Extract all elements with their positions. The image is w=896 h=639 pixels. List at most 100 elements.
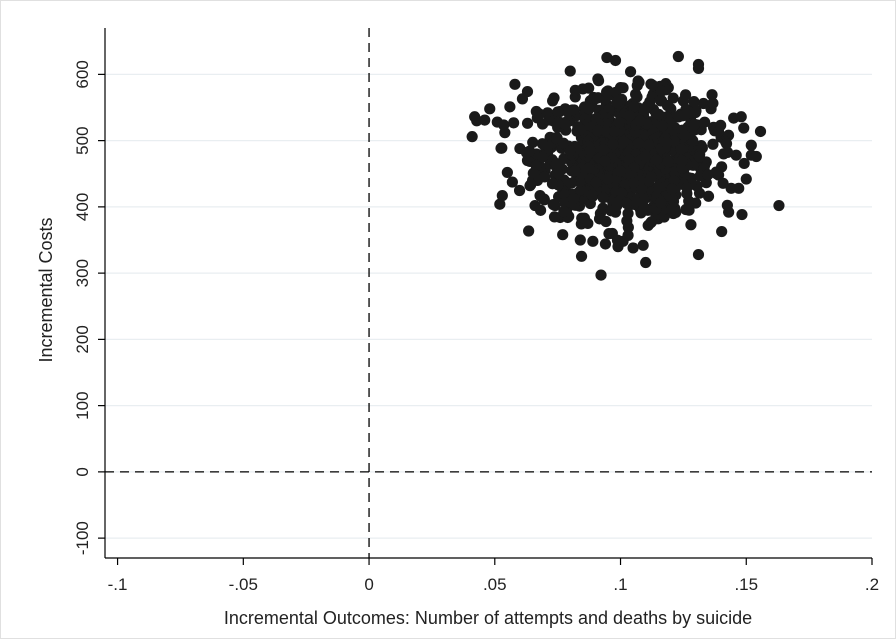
scatter-point	[721, 146, 734, 158]
scatter-point	[685, 219, 697, 231]
scatter-point	[622, 229, 634, 241]
x-ticks: -.1 -.05 0 .05 .1 .15 .2	[108, 558, 879, 594]
scatter-point	[564, 145, 576, 157]
scatter-point	[466, 131, 478, 143]
scatter-point	[622, 221, 634, 233]
scatter-point	[583, 162, 595, 174]
scatter-point	[509, 78, 521, 90]
scatter-point	[548, 211, 561, 223]
scatter-point	[733, 182, 745, 194]
scatter-point	[592, 75, 605, 87]
scatter-point	[628, 177, 640, 189]
scatter-point	[564, 65, 576, 77]
scatter-point	[557, 137, 570, 149]
scatter-point	[587, 235, 599, 247]
scatter-point	[681, 182, 693, 194]
x-tick-label: -.1	[108, 575, 128, 594]
scatter-point	[666, 183, 678, 195]
scatter-point	[539, 171, 551, 183]
scatter-point	[699, 116, 711, 128]
scatter-point	[574, 234, 586, 246]
scatter-point	[552, 106, 564, 118]
scatter-point	[508, 117, 520, 129]
scatter-point	[632, 137, 645, 149]
scatter-point	[635, 207, 647, 219]
scatter-point	[494, 198, 506, 210]
scatter-point	[672, 50, 684, 63]
scatter-point	[536, 138, 549, 150]
scatter-point	[575, 250, 588, 262]
scatter-point	[688, 96, 700, 108]
scatter-point	[567, 193, 580, 205]
scatter-point	[525, 179, 537, 191]
scatter-point	[620, 197, 633, 209]
scatter-point	[559, 197, 571, 209]
scatter-point	[559, 118, 572, 131]
scatter-point	[523, 225, 535, 237]
y-tick-label: 0	[73, 467, 92, 476]
scatter-point	[536, 151, 549, 163]
scatter-point	[745, 139, 757, 151]
scatter-point	[735, 111, 747, 123]
scatter-point	[643, 139, 655, 151]
scatter-point	[484, 103, 496, 115]
scatter-point	[716, 225, 728, 238]
scatter-point	[534, 204, 547, 216]
scatter-point	[683, 204, 695, 216]
scatter-point	[607, 138, 619, 150]
scatter-point	[679, 89, 692, 101]
scatter-point	[496, 190, 508, 202]
scatter-point	[623, 110, 636, 122]
scatter-point	[687, 135, 699, 147]
scatter-point	[523, 145, 536, 157]
y-axis-label: Incremental Costs	[36, 217, 56, 362]
scatter-point	[738, 122, 750, 134]
scatter-point	[650, 107, 662, 120]
scatter-point	[645, 216, 658, 228]
scatter-point	[637, 239, 649, 251]
y-tick-label: 200	[73, 325, 92, 353]
x-tick-label: -.05	[229, 575, 258, 594]
scatter-point	[597, 192, 609, 204]
scatter-point	[601, 86, 613, 98]
scatter-point	[578, 212, 591, 224]
scatter-point	[707, 97, 719, 109]
x-tick-label: 0	[364, 575, 373, 594]
scatter-point	[680, 108, 692, 120]
scatter-point	[720, 138, 733, 150]
scatter-point	[597, 143, 610, 156]
scatter-point	[627, 242, 639, 254]
scatter-point	[557, 229, 569, 241]
scatter-point	[660, 136, 673, 148]
y-tick-label: 600	[73, 60, 92, 88]
scatter-point	[773, 199, 785, 212]
scatter-point	[602, 173, 614, 185]
scatter-point	[692, 62, 705, 75]
scatter-point	[644, 96, 656, 108]
scatter-point	[566, 104, 578, 116]
scatter-point	[638, 104, 650, 117]
scatter-point	[661, 99, 674, 112]
y-tick-label: 400	[73, 193, 92, 221]
scatter-point	[754, 125, 767, 138]
scatter-point	[628, 101, 640, 113]
scatter-point	[558, 206, 570, 218]
reference-lines	[105, 28, 872, 558]
scatter-points	[466, 50, 785, 281]
scatter-point	[498, 119, 510, 131]
scatter-point	[702, 190, 715, 202]
scatter-point	[530, 105, 542, 118]
scatter-point	[662, 156, 674, 168]
scatter-point	[603, 228, 615, 240]
scatter-point	[521, 117, 534, 129]
scatter-point	[613, 116, 625, 129]
scatter-point	[538, 193, 550, 205]
scatter-point	[527, 136, 539, 149]
scatter-point	[679, 129, 691, 142]
y-tick-label: 300	[73, 259, 92, 287]
x-tick-label: .2	[865, 575, 879, 594]
scatter-point	[634, 115, 646, 127]
scatter-point	[611, 96, 623, 109]
scatter-point	[647, 79, 659, 92]
